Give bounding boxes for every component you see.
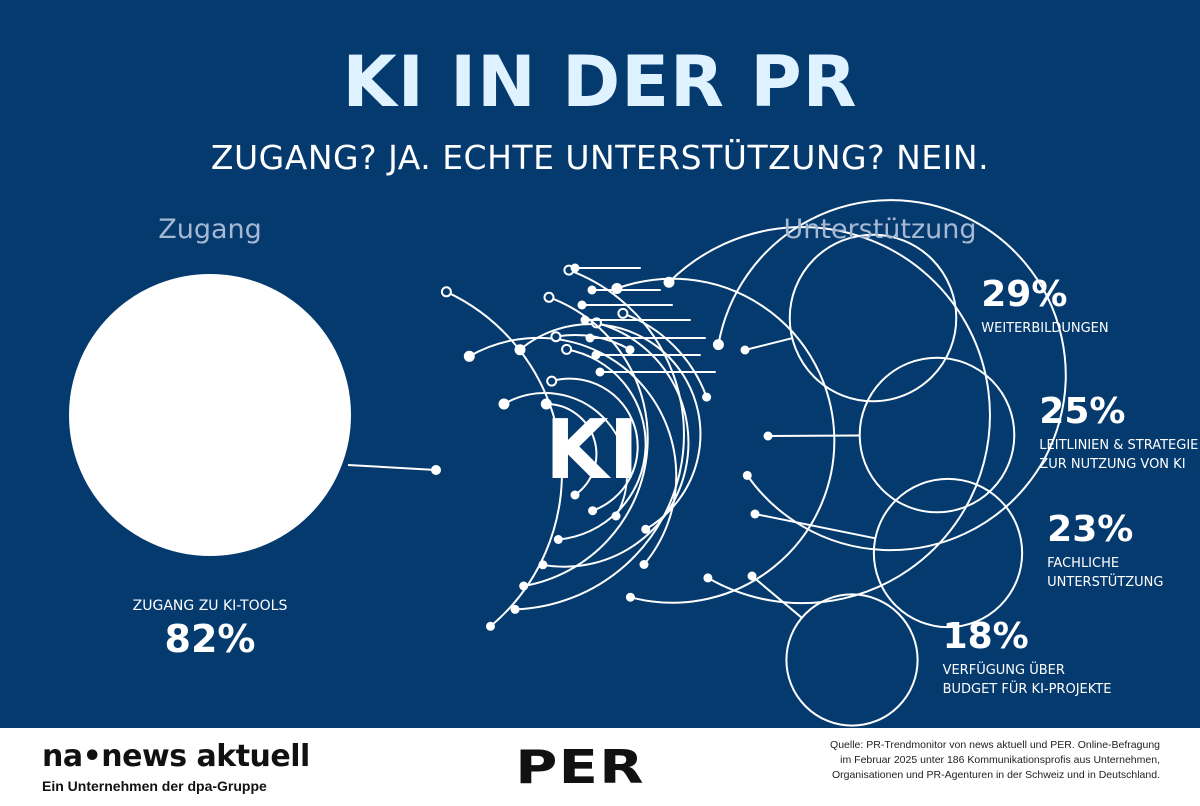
page-title: KI IN DER PR <box>342 41 858 123</box>
circuit-arc <box>503 392 628 517</box>
circuit-node <box>543 291 555 303</box>
circuit-node <box>550 331 562 343</box>
circuit-node <box>611 283 623 294</box>
access-category-label: ZUGANG ZU KI-TOOLS <box>133 598 288 614</box>
circuit-node <box>595 367 605 377</box>
circuit-node <box>510 604 520 614</box>
support-value-label: 29% <box>981 274 1067 315</box>
bubble-chart: KI ZUGANG ZU KI-TOOLS 82% 29% WEITERBILDUNGE… <box>69 199 1198 727</box>
circuit-node <box>625 345 635 355</box>
bubble-support <box>872 477 1024 629</box>
circuit-node <box>587 285 597 295</box>
circuit-node <box>591 350 601 360</box>
connector-node <box>740 345 750 355</box>
bubble-support <box>858 356 1016 514</box>
circuit-node <box>553 535 563 544</box>
circuit-arc <box>545 402 598 496</box>
center-label: KI <box>545 403 639 498</box>
circuit-arc <box>550 377 639 512</box>
connector-node <box>431 465 441 475</box>
section-label-support: Unterstützung <box>783 214 977 245</box>
circuit-arc <box>468 336 678 566</box>
circuit-node <box>580 315 590 325</box>
bubble-support <box>788 233 958 403</box>
support-category-label: UNTERSTÜTZUNG <box>1047 573 1163 590</box>
circuit-node <box>585 333 595 343</box>
circuit-node <box>577 300 587 310</box>
circuit-node <box>463 350 475 362</box>
circuit-arc <box>445 290 563 628</box>
circuit-arc <box>717 199 1067 552</box>
circuit-node <box>641 524 651 534</box>
circuit-node <box>546 375 558 387</box>
connector-line <box>751 575 803 619</box>
connector-node <box>750 509 760 519</box>
circuit-arc <box>514 269 685 611</box>
circuit-node <box>440 286 452 298</box>
support-value-label: 25% <box>1039 391 1125 432</box>
circuit-arc-graphic <box>440 199 1067 631</box>
circuit-node <box>498 398 510 410</box>
section-label-access: Zugang <box>158 214 262 245</box>
connector-line <box>744 337 793 351</box>
connector-line <box>347 464 437 471</box>
connector-node <box>763 431 773 441</box>
circuit-node <box>570 263 580 273</box>
bubble-support <box>785 593 919 727</box>
circuit-node <box>639 560 649 569</box>
poster-panel: KI ZUGANG ZU KI-TOOLS 82% 29% WEITERBILDUNGE… <box>0 0 1200 728</box>
support-category-label: LEITLINIEN & STRATEGIE <box>1039 438 1198 453</box>
connector-node <box>747 571 757 581</box>
circuit-node <box>486 621 495 631</box>
connector-line <box>767 434 860 437</box>
connector-line <box>754 513 876 540</box>
circuit-arc <box>557 348 647 541</box>
circuit-node <box>570 490 580 500</box>
circuit-arc <box>541 321 690 568</box>
support-category-label: BUDGET FÜR KI-PROJEKTE <box>943 680 1112 697</box>
support-value-label: 23% <box>1047 509 1133 550</box>
footer: na•news aktuell Ein Unternehmen der dpa-… <box>0 728 1200 806</box>
circuit-arc <box>615 277 836 604</box>
circuit-arc <box>668 226 991 605</box>
circuit-node <box>712 339 724 351</box>
circuit-node <box>561 343 573 355</box>
per-logo: PER <box>515 740 645 794</box>
support-category-label: WEITERBILDUNGEN <box>981 321 1108 336</box>
circuit-node <box>625 592 635 602</box>
support-value-label: 18% <box>943 616 1029 657</box>
circuit-node <box>663 276 675 288</box>
circuit-node <box>588 506 598 516</box>
bubble-access <box>69 274 351 556</box>
circuit-node <box>617 307 629 319</box>
support-category-label: VERFÜGUNG ÜBER <box>943 661 1065 678</box>
circuit-node <box>742 470 752 480</box>
news-aktuell-subline: Ein Unternehmen der dpa-Gruppe <box>42 778 267 794</box>
source-note: Quelle: PR-Trendmonitor von news aktuell… <box>830 739 1160 781</box>
circuit-node <box>702 392 712 402</box>
access-value-label: 82% <box>165 617 256 661</box>
support-category-label: FACHLICHE <box>1047 556 1119 571</box>
page-subtitle: ZUGANG? JA. ECHTE UNTERSTÜTZUNG? NEIN. <box>210 138 990 177</box>
support-category-label: ZUR NUTZUNG VON KI <box>1039 457 1185 472</box>
circuit-node <box>611 511 621 521</box>
news-aktuell-logo: na•news aktuell <box>42 739 310 774</box>
circuit-node <box>703 573 713 583</box>
circuit-arc <box>522 296 649 587</box>
circuit-arc <box>621 312 708 399</box>
